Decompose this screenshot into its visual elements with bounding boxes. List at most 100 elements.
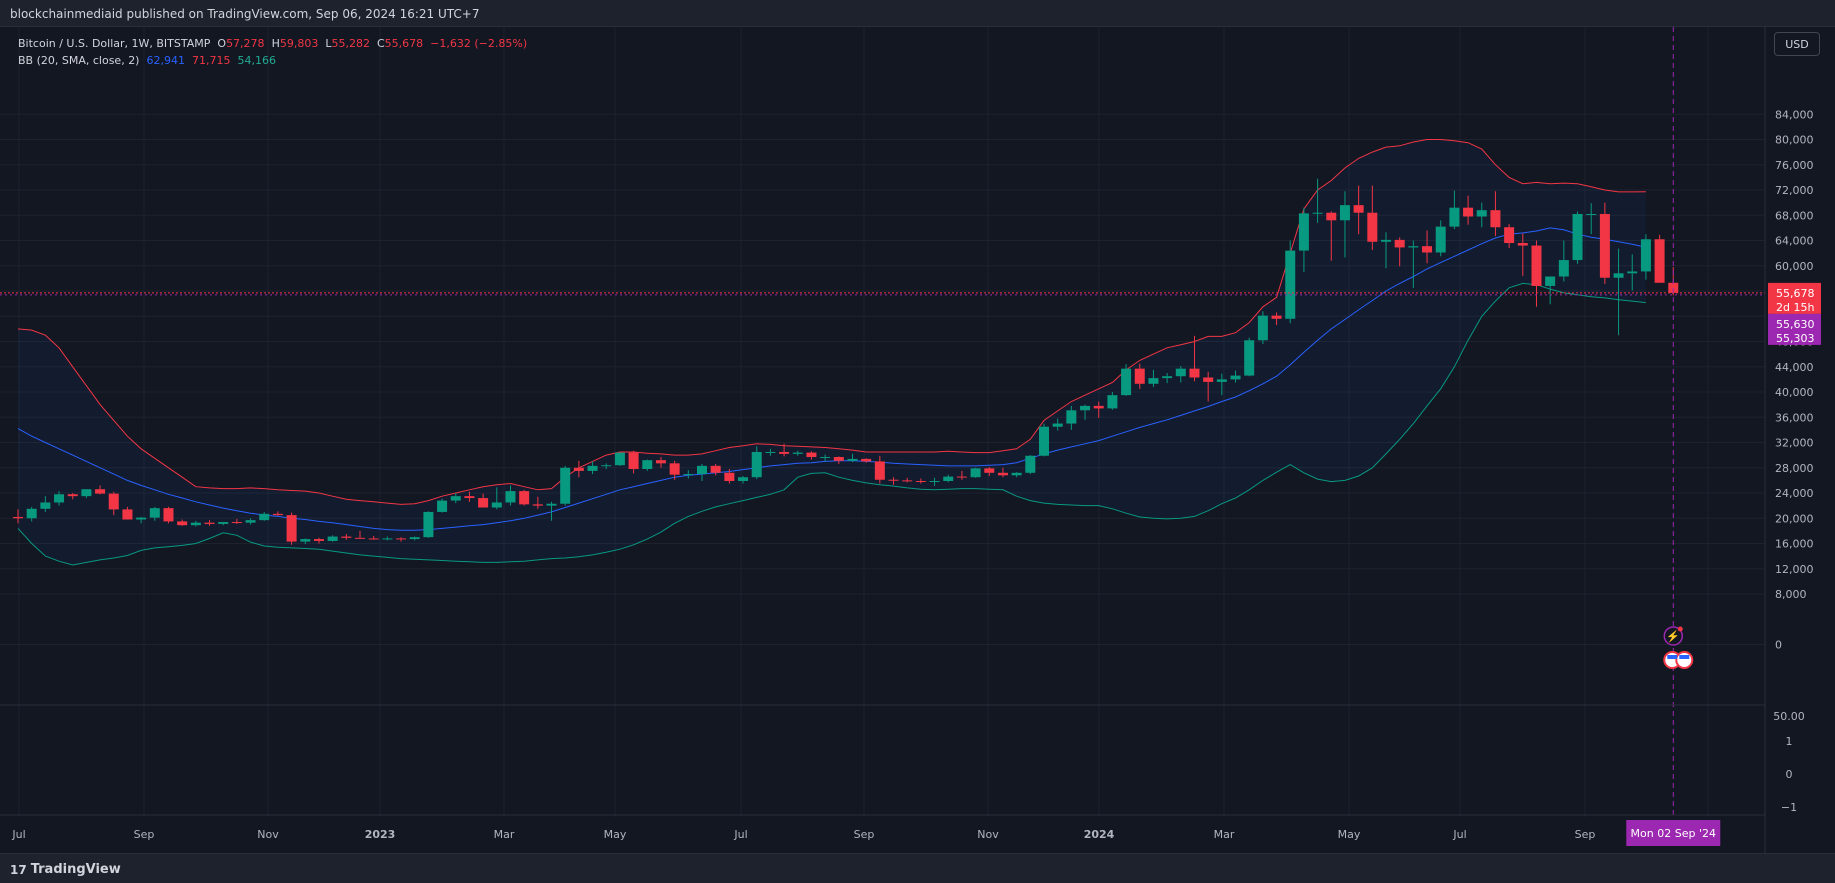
candle-body — [368, 538, 379, 540]
event-markers[interactable]: ⚡ — [1663, 626, 1694, 669]
candle-body — [450, 496, 461, 501]
candle-body — [697, 465, 707, 475]
candle — [1312, 178, 1323, 223]
candle — [1435, 220, 1446, 257]
candle-body — [272, 513, 283, 516]
bb-basis-tag — [1768, 313, 1821, 345]
candle — [1353, 185, 1364, 235]
time-tick-label: May — [604, 828, 627, 841]
bb-row: BB (20, SMA, close, 2) 62,941 71,715 54,… — [18, 52, 527, 69]
close-value: 55,678 — [384, 37, 424, 50]
candle — [1216, 373, 1227, 396]
candle — [532, 496, 543, 509]
candle — [505, 485, 516, 506]
candle — [81, 489, 92, 499]
candle — [1490, 191, 1501, 237]
candle-body — [341, 536, 352, 538]
candle — [491, 487, 502, 510]
candle-body — [1613, 273, 1624, 278]
candle-body — [13, 516, 23, 519]
candle — [765, 448, 776, 456]
price-chart[interactable]: 84,000 80,000 76,000 72,000 68,000 64,000 60,0… — [0, 27, 1835, 853]
candle — [628, 450, 639, 474]
time-tick-label: Nov — [977, 828, 999, 841]
candle-body — [888, 479, 899, 481]
candle-body — [1107, 395, 1118, 409]
bb-upper-value: 71,715 — [191, 54, 231, 67]
candle-body — [1572, 213, 1583, 261]
candle — [1285, 240, 1296, 324]
symbol-title[interactable]: Bitcoin / U.S. Dollar, 1W, BITSTAMP — [18, 37, 211, 50]
candle-body — [1627, 271, 1638, 274]
publish-info: blockchainmediaid published on TradingVi… — [10, 7, 480, 21]
candle — [1025, 455, 1036, 475]
candle-body — [163, 508, 174, 522]
lightning-event-icon[interactable] — [1663, 626, 1684, 646]
candle — [341, 534, 352, 540]
candle-body — [1312, 212, 1323, 214]
lower-pane-tick-label: 50.00 — [1773, 710, 1805, 723]
candle — [313, 537, 324, 544]
bb-upper-line — [17, 139, 1646, 505]
candle — [1066, 405, 1077, 430]
low-label: L — [325, 37, 332, 50]
candle-body — [1285, 250, 1296, 319]
candle — [1326, 211, 1337, 261]
footer-bar: 17 TradingView — [0, 853, 1835, 883]
bb-basis-tag-value: 55,630 — [1776, 318, 1815, 331]
time-tick-label: Jul — [733, 828, 747, 841]
candle-body — [505, 491, 516, 503]
candle — [396, 537, 407, 542]
bollinger-band-fill — [18, 139, 1646, 565]
candle-body — [231, 522, 242, 524]
candle — [259, 511, 270, 521]
currency-button[interactable]: USD — [1774, 32, 1820, 56]
lightning-icon: ⚡ — [1666, 630, 1680, 643]
candle — [614, 452, 625, 466]
candle-body — [177, 521, 188, 526]
candle — [245, 518, 256, 525]
time-tick-label: 2023 — [365, 828, 396, 841]
candle-body — [601, 465, 612, 467]
price-tick-label: 72,000 — [1775, 184, 1814, 197]
time-tick-label: Jul — [11, 828, 25, 841]
flag-stripes-2 — [1679, 655, 1690, 659]
change-value: −1,632 (−2.85%) — [430, 37, 528, 50]
candle-body — [1435, 226, 1446, 253]
candle-body — [642, 460, 653, 470]
time-axis[interactable]: Jul Sep Nov 2023 Mar May Jul Sep Nov 2024 Mar May Ju… — [11, 828, 1719, 841]
candle-body — [710, 465, 721, 473]
candle-body — [1230, 375, 1241, 380]
candle-body — [915, 481, 926, 483]
bb-title[interactable]: BB (20, SMA, close, 2) — [18, 54, 140, 67]
candle — [382, 536, 393, 541]
candle — [1367, 185, 1378, 250]
lower-pane-tick-label: −1 — [1781, 801, 1797, 814]
candle-body — [382, 538, 393, 540]
candle-body — [1408, 246, 1419, 248]
time-tick-label: May — [1338, 828, 1361, 841]
candle — [710, 463, 721, 476]
candle-body — [1476, 210, 1487, 217]
lower-pane-tick-label: 0 — [1786, 768, 1793, 781]
candle — [190, 520, 201, 527]
candle-body — [614, 452, 625, 466]
candle — [231, 518, 242, 524]
candle — [1599, 202, 1610, 285]
candle — [1203, 371, 1214, 402]
candle-body — [1148, 378, 1159, 384]
us-flag-event-icon-2[interactable] — [1675, 651, 1694, 669]
candle-body — [628, 452, 639, 470]
high-label: H — [271, 37, 280, 50]
candle — [1189, 335, 1200, 382]
price-tick-label: 84,000 — [1775, 108, 1814, 121]
candle — [1134, 363, 1145, 389]
candle-body — [984, 468, 995, 473]
candle — [450, 493, 461, 504]
price-tick-label: 20,000 — [1775, 512, 1814, 525]
price-tick-label: 12,000 — [1775, 563, 1814, 576]
candle-body — [81, 489, 92, 497]
candle-body — [1367, 212, 1378, 242]
tradingview-brand[interactable]: 17 TradingView — [10, 862, 121, 877]
candle — [1039, 423, 1049, 457]
